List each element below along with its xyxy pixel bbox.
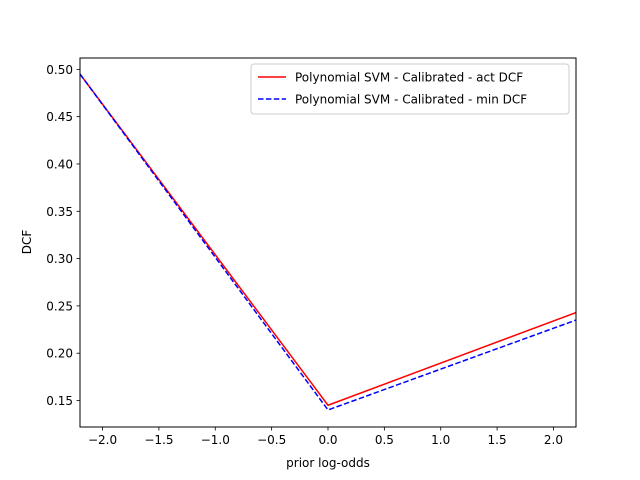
x-axis-ticks: −2.0 −1.5 −1.0 −0.5 0.0 0.5 1.0 1.5 2.0 (88, 427, 563, 447)
series-line-1 (80, 73, 576, 411)
legend-box (250, 63, 570, 115)
x-tick-label: −1.0 (201, 433, 230, 447)
x-tick-label: 1.5 (488, 433, 507, 447)
y-tick-label: 0.35 (46, 205, 73, 219)
y-axis-label: DCF (20, 230, 34, 255)
y-tick-label: 0.50 (46, 63, 73, 77)
x-tick-label: −2.0 (88, 433, 117, 447)
x-tick-label: 0.0 (318, 433, 337, 447)
x-axis-label: prior log-odds (286, 456, 370, 470)
y-tick-label: 0.45 (46, 110, 73, 124)
y-tick-label: 0.20 (46, 347, 73, 361)
x-tick-label: 2.0 (544, 433, 563, 447)
x-tick-label: 0.5 (375, 433, 394, 447)
x-tick-label: −1.5 (144, 433, 173, 447)
y-tick-label: 0.40 (46, 157, 73, 171)
series-line-0 (80, 73, 576, 406)
legend-label-0: Polynomial SVM - Calibrated - act DCF (295, 71, 523, 85)
plot-series (80, 73, 576, 411)
x-tick-label: −0.5 (257, 433, 286, 447)
y-axis-ticks: 0.15 0.20 0.25 0.30 0.35 0.40 0.45 0.50 (46, 63, 80, 408)
x-tick-label: 1.0 (431, 433, 450, 447)
y-tick-label: 0.25 (46, 299, 73, 313)
legend: Polynomial SVM - Calibrated - act DCF Pol… (250, 63, 570, 115)
y-tick-label: 0.15 (46, 394, 73, 408)
legend-label-1: Polynomial SVM - Calibrated - min DCF (295, 93, 527, 107)
y-tick-label: 0.30 (46, 252, 73, 266)
